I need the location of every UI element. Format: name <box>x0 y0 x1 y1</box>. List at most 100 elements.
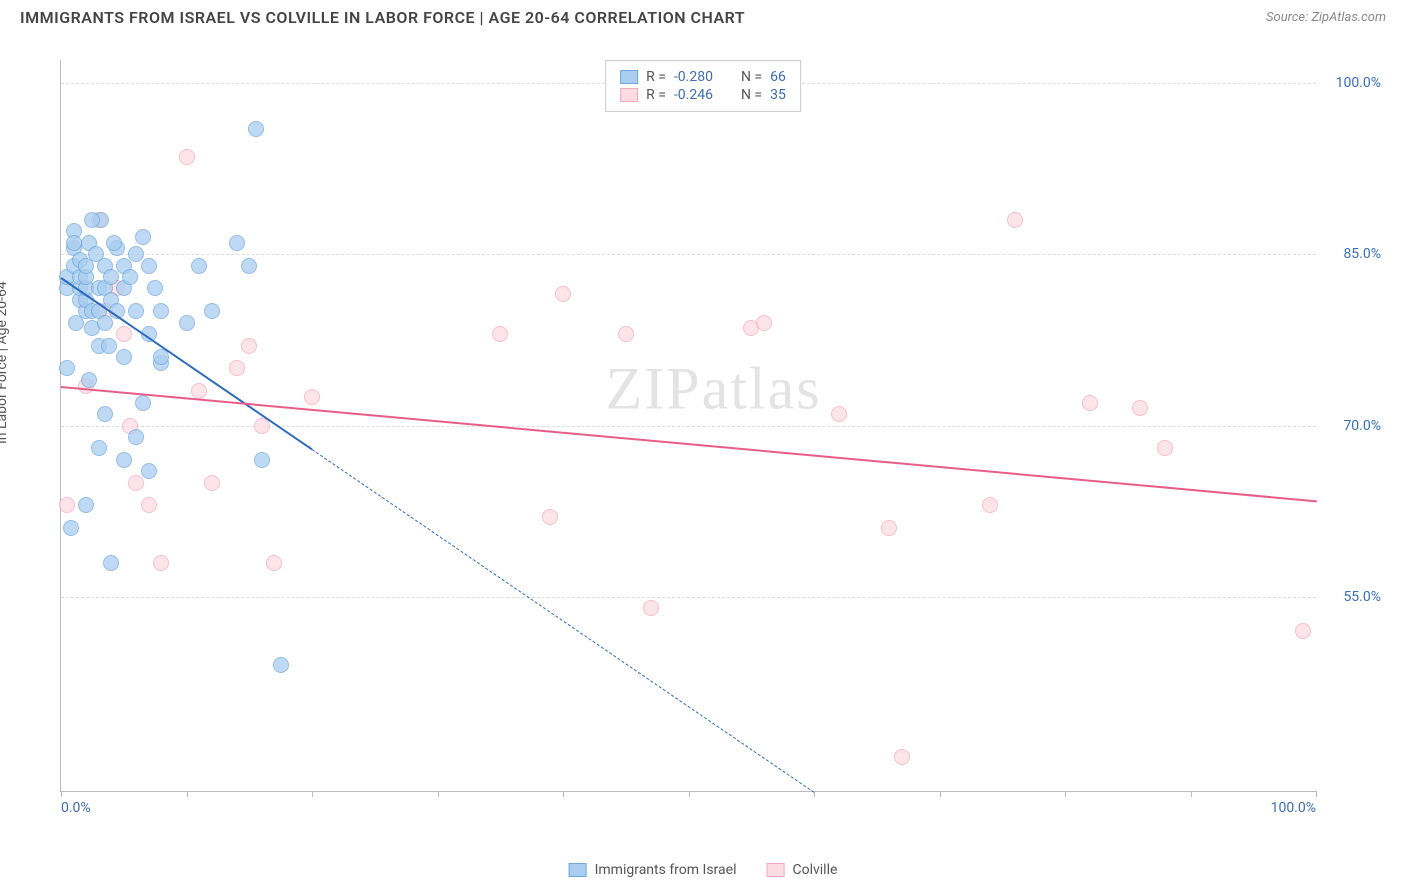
legend-swatch <box>766 863 784 877</box>
data-point <box>141 258 157 274</box>
data-point <box>66 235 82 251</box>
data-point <box>63 520 79 536</box>
data-point <box>91 440 107 456</box>
data-point <box>179 149 195 165</box>
x-tick <box>1191 791 1192 797</box>
data-point <box>97 315 113 331</box>
data-point <box>1082 395 1098 411</box>
data-point <box>831 406 847 422</box>
y-tick-label: 100.0% <box>1336 75 1381 91</box>
gridline-h <box>61 426 1316 427</box>
legend-r-value: -0.280 <box>674 69 713 85</box>
chart-title: IMMIGRANTS FROM ISRAEL VS COLVILLE IN LA… <box>20 8 745 27</box>
data-point <box>153 303 169 319</box>
data-point <box>241 338 257 354</box>
data-point <box>304 389 320 405</box>
legend-n-label: N = <box>741 87 762 103</box>
x-tick <box>563 791 564 797</box>
y-axis-label: In Labor Force | Age 20-64 <box>0 281 10 444</box>
legend-correlation-row: R = -0.280 N = 66 <box>620 69 786 85</box>
y-tick-label: 70.0% <box>1343 418 1381 434</box>
legend-n-value: 66 <box>770 69 786 85</box>
x-tick <box>187 791 188 797</box>
watermark: ZIPatlas <box>606 354 822 423</box>
data-point <box>643 600 659 616</box>
data-point <box>68 315 84 331</box>
legend-correlation-row: R = -0.246 N = 35 <box>620 87 786 103</box>
data-point <box>191 383 207 399</box>
legend-series-label: Colville <box>792 862 837 878</box>
data-point <box>147 280 163 296</box>
data-point <box>204 475 220 491</box>
trend-line-extended <box>312 449 815 793</box>
plot-area: ZIPatlas 55.0%70.0%85.0%100.0%0.0%100.0% <box>60 60 1316 792</box>
legend-series-item: Immigrants from Israel <box>569 862 737 878</box>
data-point <box>78 497 94 513</box>
data-point <box>273 657 289 673</box>
x-tick <box>312 791 313 797</box>
data-point <box>1132 400 1148 416</box>
data-point <box>1157 440 1173 456</box>
x-tick <box>1316 791 1317 797</box>
data-point <box>1295 623 1311 639</box>
series-legend: Immigrants from Israel Colville <box>569 862 838 878</box>
y-tick-label: 85.0% <box>1343 246 1381 262</box>
data-point <box>141 463 157 479</box>
x-tick-label: 0.0% <box>61 800 91 816</box>
gridline-h <box>61 597 1316 598</box>
data-point <box>59 497 75 513</box>
trend-line <box>61 386 1317 502</box>
y-tick-label: 55.0% <box>1343 589 1381 605</box>
gridline-h <box>61 254 1316 255</box>
data-point <box>555 286 571 302</box>
data-point <box>103 555 119 571</box>
x-tick <box>689 791 690 797</box>
legend-r-label: R = <box>646 87 666 103</box>
x-tick <box>940 791 941 797</box>
data-point <box>135 395 151 411</box>
data-point <box>204 303 220 319</box>
data-point <box>248 121 264 137</box>
data-point <box>756 315 772 331</box>
legend-n-value: 35 <box>770 87 786 103</box>
data-point <box>191 258 207 274</box>
data-point <box>254 452 270 468</box>
legend-r-label: R = <box>646 69 666 85</box>
data-point <box>135 229 151 245</box>
data-point <box>81 372 97 388</box>
legend-swatch <box>620 88 638 102</box>
data-point <box>106 235 122 251</box>
data-point <box>128 475 144 491</box>
legend-series-item: Colville <box>766 862 837 878</box>
data-point <box>97 406 113 422</box>
x-tick <box>438 791 439 797</box>
data-point <box>128 303 144 319</box>
data-point <box>618 326 634 342</box>
data-point <box>1007 212 1023 228</box>
chart-container: In Labor Force | Age 20-64 R =-0.280N =6… <box>20 40 1386 832</box>
data-point <box>116 326 132 342</box>
data-point <box>492 326 508 342</box>
data-point <box>229 360 245 376</box>
data-point <box>894 749 910 765</box>
data-point <box>141 497 157 513</box>
legend-swatch <box>620 70 638 84</box>
data-point <box>229 235 245 251</box>
data-point <box>153 555 169 571</box>
legend-r-value: -0.246 <box>674 87 713 103</box>
x-tick-label: 100.0% <box>1271 800 1316 816</box>
data-point <box>122 269 138 285</box>
correlation-legend: R = -0.280 N = 66 R = -0.246 N = 35 <box>605 60 801 112</box>
data-point <box>266 555 282 571</box>
legend-swatch <box>569 863 587 877</box>
data-point <box>116 349 132 365</box>
data-point <box>128 429 144 445</box>
source-label: Source: ZipAtlas.com <box>1266 10 1386 25</box>
legend-series-label: Immigrants from Israel <box>595 862 737 878</box>
data-point <box>542 509 558 525</box>
data-point <box>881 520 897 536</box>
data-point <box>59 360 75 376</box>
data-point <box>179 315 195 331</box>
data-point <box>101 338 117 354</box>
legend-n-label: N = <box>741 69 762 85</box>
